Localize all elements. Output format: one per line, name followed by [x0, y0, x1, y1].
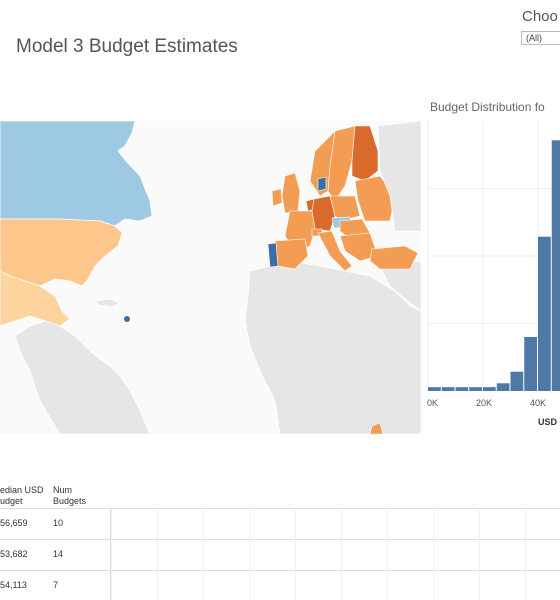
world-map[interactable] [0, 121, 421, 434]
map-region-canada[interactable] [0, 121, 153, 227]
table-bar-area [111, 508, 560, 600]
map-region-mexico[interactable] [0, 270, 71, 327]
histogram-bar[interactable] [538, 236, 551, 391]
map-region-turkey[interactable] [369, 245, 419, 270]
table-cell-num: 14 [53, 549, 64, 559]
table-cell-num: 7 [53, 580, 59, 590]
country-filter-select[interactable]: (All) [521, 31, 560, 45]
histogram-bar[interactable] [483, 387, 496, 391]
histogram-bar[interactable] [455, 387, 469, 391]
table-cell-budget: 53,682 [0, 549, 28, 559]
histogram-bar[interactable] [469, 387, 482, 391]
histogram-title: Budget Distribution fo [430, 100, 545, 114]
map-region-ireland[interactable] [271, 188, 283, 207]
table-header-num-budgets[interactable]: Num Budgets [53, 485, 87, 506]
table-cell-budget: 54,113 [0, 580, 27, 590]
table-column-divider [110, 508, 111, 600]
map-region-norway[interactable] [309, 130, 336, 197]
histogram-x-axis-label: USD [538, 417, 558, 427]
histogram-bar[interactable] [551, 140, 560, 391]
map-region-eastern-europe[interactable] [354, 175, 396, 222]
map-region-united-kingdom[interactable] [281, 172, 301, 214]
table-cell-num: 10 [53, 518, 64, 528]
map-region-russia-edge [377, 121, 421, 232]
map-region-middle-east [379, 260, 421, 312]
filter-label: Choo [522, 8, 558, 25]
histogram-bar[interactable] [441, 387, 455, 391]
map-marker-puerto-rico[interactable] [124, 316, 130, 322]
map-region-africa [244, 260, 421, 434]
map-region-portugal[interactable] [267, 242, 279, 268]
map-region-central-america [14, 320, 151, 434]
histogram-tick-40k: 40K [530, 398, 547, 408]
map-region-caribbean [94, 298, 121, 308]
histogram-chart [427, 121, 560, 391]
histogram-tick-20k: 20K [476, 398, 493, 408]
table-cell-budget: 56,659 [0, 518, 28, 528]
histogram-bar[interactable] [496, 383, 510, 391]
map-region-finland[interactable] [351, 125, 379, 182]
histogram-bar[interactable] [524, 337, 537, 391]
table-header-median-budget[interactable]: edian USD udget [0, 485, 44, 506]
map-region-southern-africa-edge[interactable] [369, 422, 384, 434]
map-region-denmark[interactable] [317, 176, 327, 192]
page-title: Model 3 Budget Estimates [16, 36, 238, 57]
histogram-bar[interactable] [510, 371, 524, 391]
map-region-balkans[interactable] [339, 232, 379, 262]
map-region-usa[interactable] [0, 218, 123, 287]
map-region-italy[interactable] [317, 230, 353, 272]
map-svg [0, 121, 421, 434]
histogram-bar[interactable] [428, 387, 441, 391]
histogram-tick-0k: 0K [427, 398, 439, 408]
